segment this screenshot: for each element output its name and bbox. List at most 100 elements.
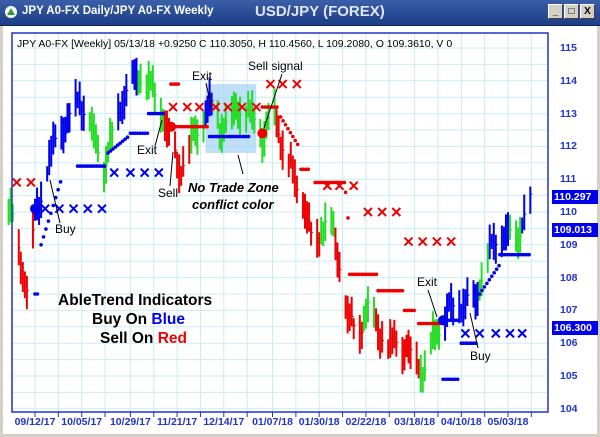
close-button[interactable]: X bbox=[580, 4, 595, 19]
stop-dot bbox=[492, 270, 496, 275]
stop-dot bbox=[497, 263, 501, 268]
y-tick-label: 114 bbox=[560, 74, 577, 87]
stop-dot bbox=[49, 211, 53, 216]
x-tick-label: 01/07/18 bbox=[252, 416, 293, 428]
x-marker bbox=[97, 204, 107, 214]
y-tick-label: 109 bbox=[560, 238, 578, 251]
minimize-button[interactable]: _ bbox=[548, 4, 563, 19]
x-tick-label: 05/03/18 bbox=[487, 416, 529, 428]
x-tick-label: 04/10/18 bbox=[440, 416, 482, 428]
stop-dot bbox=[278, 115, 283, 119]
y-tick-label: 115 bbox=[560, 42, 577, 54]
x-marker bbox=[83, 204, 93, 214]
y-tick-label: 107 bbox=[560, 304, 578, 317]
x-marker bbox=[432, 236, 442, 247]
x-tick-label: 10/05/17 bbox=[61, 416, 103, 428]
window-titlebar: JPY A0-FX Daily/JPY A0-FX Weekly USD/JPY… bbox=[0, 0, 600, 26]
annotation-arrows bbox=[49, 73, 479, 349]
x-tick-label: 02/22/18 bbox=[345, 416, 387, 428]
stop-dot bbox=[176, 82, 181, 86]
arrow-exit-3 bbox=[427, 289, 438, 318]
annotation-exit-1: Exit bbox=[192, 69, 213, 83]
x-tick-label: 01/30/18 bbox=[298, 416, 340, 428]
headline-sell-text: Sell On bbox=[100, 330, 158, 347]
last-price-label: 110.297 bbox=[552, 190, 598, 204]
x-marker bbox=[418, 236, 428, 247]
x-tick-label: 12/14/17 bbox=[203, 416, 245, 428]
stop-dot bbox=[400, 288, 405, 293]
stop-dot bbox=[346, 216, 350, 220]
stop-dot bbox=[455, 377, 460, 382]
stop-dot bbox=[374, 272, 379, 277]
x-marker bbox=[377, 207, 387, 217]
annotation-exit-2: Exit bbox=[137, 143, 158, 157]
stop-dot bbox=[306, 167, 311, 172]
x-marker bbox=[322, 181, 333, 191]
window-title: JPY A0-FX Daily/JPY A0-FX Weekly bbox=[22, 5, 214, 17]
signal-dot bbox=[166, 121, 177, 132]
x-marker bbox=[139, 167, 150, 178]
stop-dot bbox=[58, 180, 63, 184]
x-marker bbox=[154, 167, 164, 178]
arrow-exit-1 bbox=[205, 82, 212, 107]
x-marker bbox=[26, 177, 36, 188]
maximize-button[interactable]: □ bbox=[564, 4, 579, 19]
stop-dot bbox=[283, 122, 288, 127]
stop-dot bbox=[123, 137, 127, 141]
signal-dot bbox=[30, 203, 40, 214]
x-marker bbox=[491, 328, 501, 339]
x-markers bbox=[12, 79, 527, 339]
x-tick-label: 09/12/17 bbox=[14, 416, 56, 428]
annotation-sell-signal: Sell signal bbox=[248, 59, 303, 73]
headline-red-word: Red bbox=[157, 330, 188, 347]
stop-dot bbox=[145, 131, 150, 136]
plot-frame bbox=[11, 32, 549, 413]
headline-buy-text: Buy On bbox=[92, 311, 152, 328]
x-tick-label: 11/21/17 bbox=[156, 416, 198, 428]
annotation-sell: Sell bbox=[158, 186, 179, 200]
x-tick-label: 10/29/17 bbox=[109, 416, 151, 428]
x-marker bbox=[223, 102, 233, 112]
stop-dot bbox=[455, 318, 460, 323]
stop-dot bbox=[120, 139, 125, 143]
x-marker bbox=[210, 102, 221, 112]
x-marker bbox=[517, 328, 527, 339]
arrow-sell bbox=[169, 151, 174, 187]
y-tick-label: 111 bbox=[560, 173, 577, 186]
x-marker bbox=[168, 102, 178, 112]
x-marker bbox=[251, 102, 261, 112]
x-marker bbox=[292, 79, 302, 89]
stop-dot bbox=[41, 235, 46, 239]
chart-title: USD/JPY (FOREX) bbox=[255, 3, 385, 20]
x-marker bbox=[12, 177, 22, 188]
y-tick-label: 110 bbox=[560, 206, 577, 218]
x-marker bbox=[474, 328, 485, 339]
stop-dot bbox=[102, 164, 107, 168]
annotation-buy-2: Buy bbox=[470, 349, 491, 363]
stop-dot bbox=[205, 124, 209, 129]
x-marker bbox=[460, 328, 471, 339]
stop-dot bbox=[527, 252, 531, 257]
stop-dot bbox=[46, 219, 51, 223]
y-tick-label: 106 bbox=[560, 337, 578, 350]
x-marker bbox=[403, 236, 414, 247]
annotation-exit-3: Exit bbox=[417, 275, 438, 289]
stop-dot bbox=[246, 134, 251, 139]
stop-dot bbox=[56, 187, 60, 192]
stop-dot bbox=[281, 119, 285, 123]
y-tick-label: 105 bbox=[560, 370, 578, 382]
stop-dot bbox=[293, 138, 298, 143]
x-marker bbox=[182, 102, 192, 112]
stop-dot bbox=[51, 203, 56, 208]
stop-dot bbox=[118, 141, 123, 145]
stop-dot bbox=[44, 227, 48, 231]
stop-dot bbox=[291, 134, 295, 139]
x-marker bbox=[265, 79, 276, 89]
stop-dot bbox=[125, 135, 130, 140]
y-tick-label: 108 bbox=[560, 271, 578, 284]
chart-window bbox=[3, 26, 597, 434]
x-marker bbox=[446, 236, 456, 247]
y-tick-label: 113 bbox=[560, 107, 577, 120]
x-marker bbox=[54, 204, 65, 214]
